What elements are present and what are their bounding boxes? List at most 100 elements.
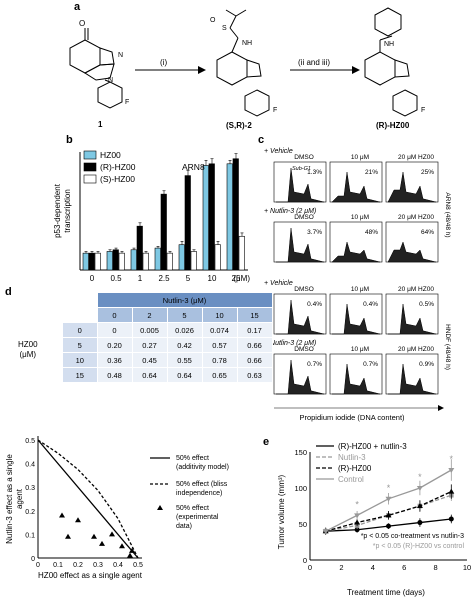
sub-g1-percentage: 0.4% — [363, 301, 378, 308]
histogram — [331, 171, 381, 203]
bar — [214, 244, 221, 271]
data-point — [354, 519, 361, 525]
data-point — [385, 512, 392, 518]
table-cell: 0.66 — [236, 352, 273, 368]
isobologram-chart: 0 0.1 0.2 0.3 0.4 0.5 0 0.1 0.2 0.3 0.4 0.5 Nutlin-3… — [5, 436, 229, 580]
histogram-header: 20 μM HZ00 — [398, 154, 434, 161]
svg-text:NH: NH — [384, 41, 394, 48]
additivity-line — [37, 439, 139, 559]
axis-arrow — [438, 405, 444, 411]
legend-label: (R)-HZ00 + nutlin-3 — [338, 442, 407, 451]
data-point — [386, 523, 391, 529]
y-tick-label: 0.5 — [25, 438, 35, 445]
histogram-header: 20 μM HZ00 — [398, 286, 434, 293]
bar — [190, 251, 197, 271]
table-cell: 0.17 — [236, 322, 273, 338]
y-axis-label: agent — [15, 488, 24, 509]
legend-label: (S)-HZ00 — [100, 174, 135, 184]
legend-label: 50% effect — [176, 455, 209, 462]
legend-triangle — [157, 505, 163, 510]
svg-text:F: F — [421, 107, 425, 114]
sub-g1-percentage: 0.4% — [307, 301, 322, 308]
table-cell: 0.45 — [131, 352, 168, 368]
experimental-point — [59, 512, 65, 518]
svg-text:S: S — [222, 25, 227, 32]
sub-g1-percentage: 1.3% — [307, 169, 322, 176]
intermediate-label: (S,R)-2 — [226, 121, 252, 130]
ring-fluorophenyl — [97, 81, 123, 109]
histogram — [276, 167, 325, 203]
table-row: 15 0.48 0.64 0.64 0.65 0.63 — [62, 367, 273, 383]
histogram — [332, 363, 381, 395]
x-axis-label: Propidium iodide (DNA content) — [299, 413, 405, 422]
bar — [112, 249, 119, 271]
experimental-point — [109, 531, 115, 537]
x-tick-label: 5 — [186, 274, 191, 283]
panel-label-e: e — [263, 436, 270, 448]
table-cell: 0.005 — [131, 322, 168, 338]
sub-g1-percentage: 25% — [421, 169, 434, 176]
legend-label: (R)-HZ00 — [338, 464, 372, 473]
table-row: 5 0.20 0.27 0.42 0.57 0.66 — [62, 337, 273, 353]
y-axis-label: p53-dependent — [53, 183, 62, 238]
panel-label-c: c — [258, 134, 265, 146]
sub-g1-percentage: 21% — [365, 169, 378, 176]
histogram-header: 10 μM — [351, 154, 369, 161]
x-axis-label: HZ00 effect as a single agent — [38, 571, 143, 580]
x-tick-label: 8 — [434, 563, 438, 572]
svg-text:NH: NH — [242, 40, 252, 47]
ring-cyclohexane — [69, 39, 101, 74]
bar — [178, 244, 185, 271]
table-cell: 0.48 — [96, 367, 133, 383]
table-cell: 0.65 — [201, 367, 238, 383]
x-tick-label: 2.5 — [158, 274, 170, 283]
table-row: 10 0.36 0.45 0.55 0.78 0.66 — [62, 352, 273, 368]
table-col-head: 0 — [96, 307, 133, 323]
bar — [118, 252, 125, 271]
x-tick-label: 0.1 — [53, 562, 63, 569]
legend-label: Nutlin-3 — [338, 453, 366, 462]
product-label: (R)-HZ00 — [376, 121, 410, 130]
histogram — [388, 303, 437, 335]
svg-text:N: N — [118, 52, 123, 59]
histogram — [276, 227, 325, 263]
histogram — [276, 359, 325, 395]
footnote: *p < 0.05 (R)-HZ00 vs control — [373, 543, 465, 550]
treatment-label: + Nutlin-3 (2 μM) — [264, 208, 316, 215]
table-row-head: 15 — [62, 367, 98, 383]
y-tick-label: 50 — [299, 520, 307, 529]
histogram-header: 10 μM — [351, 346, 369, 353]
legend-label: Control — [338, 475, 364, 484]
y-tick-label: 100 — [294, 484, 307, 493]
experimental-point — [75, 517, 81, 523]
sub-g1-percentage: 64% — [421, 229, 434, 236]
y-tick-label: 0.3 — [25, 485, 35, 492]
table-row: 0 0 0.005 0.026 0.074 0.17 — [62, 322, 273, 338]
data-point — [417, 520, 423, 526]
treatment-label: + Vehicle — [264, 280, 293, 287]
sub-g1-label: Sub-G1 — [292, 166, 311, 172]
data-point — [448, 488, 455, 494]
legend-label: (additivity model) — [176, 464, 229, 471]
step-1-label: (i) — [160, 58, 168, 67]
table-cell: 0.57 — [201, 337, 238, 353]
table-cell: 0.074 — [201, 322, 238, 338]
histogram-header: 10 μM — [351, 214, 369, 221]
data-point — [322, 529, 329, 535]
data-point — [385, 496, 392, 502]
table-cell: 0.64 — [166, 367, 203, 383]
bar — [184, 175, 191, 271]
sub-g1-percentage: 0.7% — [363, 361, 378, 368]
panel-label-b: b — [66, 134, 73, 146]
y-tick-label: 0 — [31, 556, 35, 563]
histogram — [387, 241, 437, 263]
experimental-point — [99, 540, 105, 546]
data-point — [416, 486, 423, 491]
bar — [208, 163, 215, 271]
x-tick-label: 0 — [36, 562, 40, 569]
experimental-point — [129, 547, 135, 553]
x-tick-label: 0.5 — [110, 274, 122, 283]
x-tick-label: 0.5 — [133, 562, 143, 569]
